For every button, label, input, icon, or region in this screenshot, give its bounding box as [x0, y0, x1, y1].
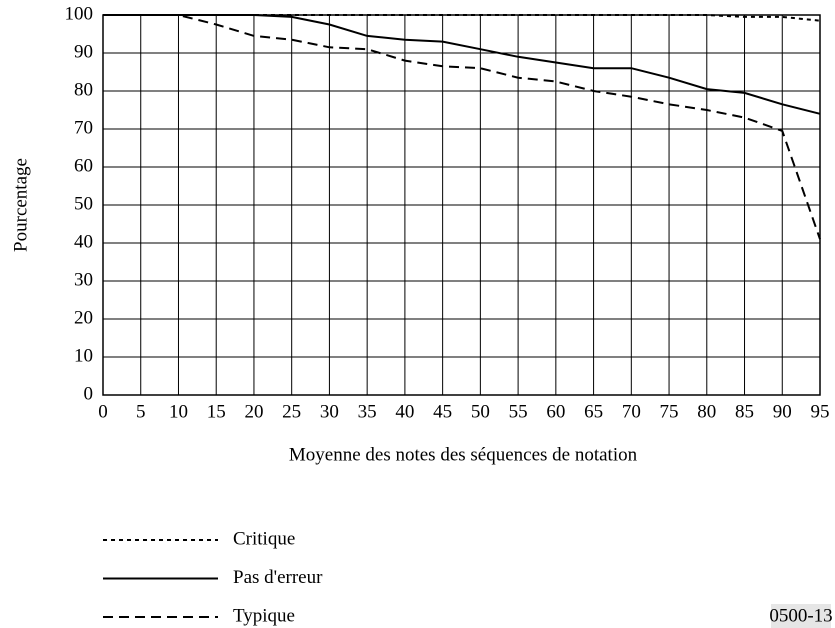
legend-label: Pas d'erreur — [233, 567, 323, 588]
x-tick-label: 70 — [622, 401, 641, 422]
annotation: 0500-13 — [769, 605, 832, 626]
x-tick-label: 55 — [509, 401, 528, 422]
x-tick-label: 45 — [433, 401, 452, 422]
y-tick-label: 70 — [74, 117, 93, 138]
x-tick-label: 20 — [244, 401, 263, 422]
series-line — [103, 14, 821, 240]
x-axis-label: Moyenne des notes des séquences de notat… — [289, 444, 638, 465]
legend-label: Typique — [233, 605, 295, 626]
x-tick-label: 75 — [660, 401, 679, 422]
y-tick-label: 80 — [74, 79, 93, 100]
x-tick-label: 80 — [697, 401, 716, 422]
x-tick-label: 15 — [207, 401, 226, 422]
annotation-box — [771, 604, 831, 628]
x-tick-label: 85 — [735, 401, 754, 422]
x-tick-label: 65 — [584, 401, 603, 422]
x-tick-label: 40 — [395, 401, 414, 422]
x-tick-label: 95 — [811, 401, 830, 422]
x-tick-label: 25 — [282, 401, 301, 422]
x-tick-label: 10 — [169, 401, 188, 422]
y-tick-label: 50 — [74, 193, 93, 214]
y-tick-label: 40 — [74, 231, 93, 252]
x-tick-label: 0 — [98, 401, 108, 422]
y-tick-label: 10 — [74, 345, 93, 366]
y-tick-label: 20 — [74, 307, 93, 328]
series-line — [103, 14, 821, 115]
y-tick-label: 90 — [74, 41, 93, 62]
x-tick-label: 60 — [546, 401, 565, 422]
plot-frame — [102, 14, 821, 396]
x-tick-label: 5 — [136, 401, 146, 422]
y-tick-label: 100 — [65, 3, 94, 24]
x-tick-label: 90 — [773, 401, 792, 422]
y-tick-label: 0 — [84, 383, 94, 404]
y-tick-label: 30 — [74, 269, 93, 290]
x-tick-label: 35 — [358, 401, 377, 422]
y-axis-label: Pourcentage — [10, 158, 31, 252]
y-tick-label: 60 — [74, 155, 93, 176]
x-tick-label: 50 — [471, 401, 490, 422]
legend-label: Critique — [233, 528, 295, 549]
x-tick-label: 30 — [320, 401, 339, 422]
